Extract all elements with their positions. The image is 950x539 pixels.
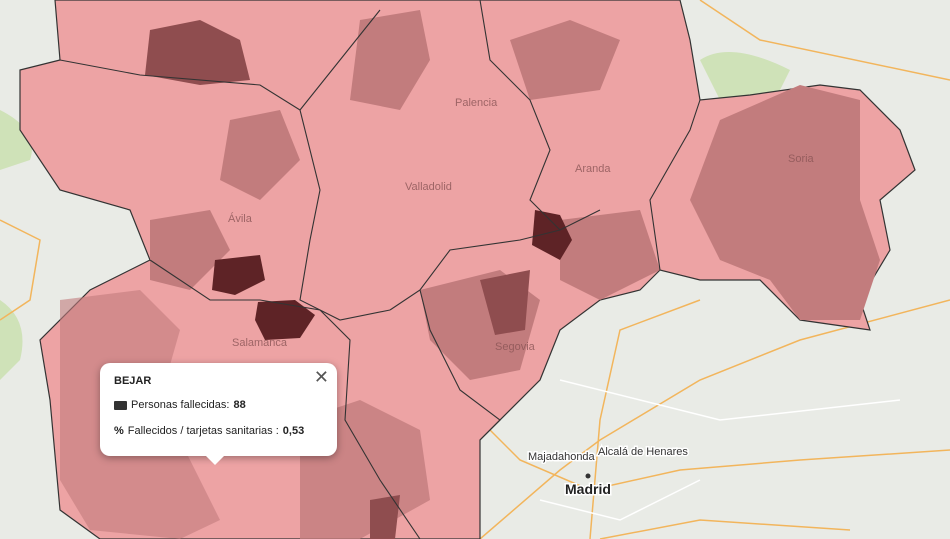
dark-areas <box>145 20 530 539</box>
city-label: Alcalá de Henares <box>598 446 688 458</box>
province-borders <box>59 0 701 539</box>
darkest-areas <box>212 210 572 340</box>
map-label: Valladolid <box>405 181 452 193</box>
row-value: 88 <box>233 399 246 411</box>
map-label: Soria <box>788 153 815 165</box>
icon <box>114 400 127 410</box>
icon: % <box>114 425 124 437</box>
close-button[interactable]: ✕ <box>313 367 329 387</box>
city-label: Majadahonda <box>528 451 596 463</box>
row-label: Personas fallecidas: <box>131 399 230 411</box>
map-label: Palencia <box>455 97 498 109</box>
city-label: Madrid <box>565 481 611 497</box>
info-popup: ✕ BEJAR Personas fallecidas: 88 % Fallecid… <box>100 363 337 465</box>
map-label: Aranda <box>575 163 611 175</box>
map-label: Salamanca <box>232 337 288 349</box>
row-label: Fallecidos / tarjetas sanitarias : <box>127 425 279 437</box>
map-label: Ávila <box>228 212 253 225</box>
city-dot <box>585 473 591 479</box>
streets <box>539 379 901 521</box>
row-value: 0,53 <box>282 425 305 437</box>
popup-title: BEJAR <box>114 375 152 387</box>
map-label: Segovia <box>495 341 536 353</box>
